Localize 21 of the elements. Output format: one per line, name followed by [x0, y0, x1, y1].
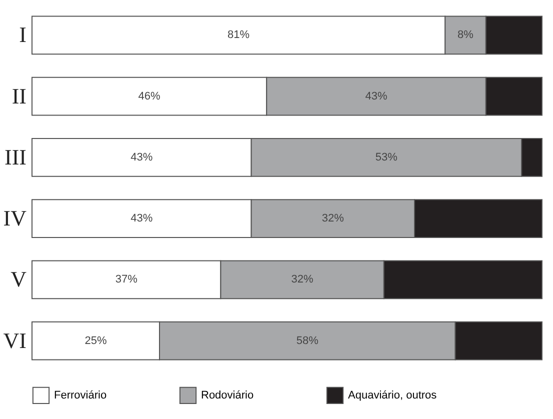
- legend-label: Aquaviário, outros: [348, 389, 438, 402]
- y-tick-label: II: [12, 83, 26, 108]
- legend-label: Ferroviário: [54, 389, 107, 402]
- y-tick-label: III: [4, 144, 26, 170]
- data-label: 43%: [130, 151, 153, 164]
- y-tick-label: IV: [3, 206, 27, 231]
- data-label: 43%: [130, 212, 153, 225]
- data-label: 46%: [138, 90, 161, 102]
- y-tick-label: V: [10, 266, 27, 292]
- data-label: 81%: [228, 29, 250, 42]
- data-label: 25%: [84, 334, 107, 347]
- data-label: 58%: [296, 334, 319, 347]
- data-label: 8%: [458, 29, 474, 42]
- data-label: 53%: [375, 151, 398, 164]
- data-label: 32%: [291, 274, 314, 286]
- y-tick-label: VI: [3, 328, 26, 353]
- y-tick-label: I: [19, 22, 26, 48]
- data-label: 43%: [365, 90, 388, 102]
- data-label: 37%: [115, 274, 138, 286]
- legend-label: Rodoviário: [201, 389, 254, 402]
- data-label: 32%: [322, 212, 344, 225]
